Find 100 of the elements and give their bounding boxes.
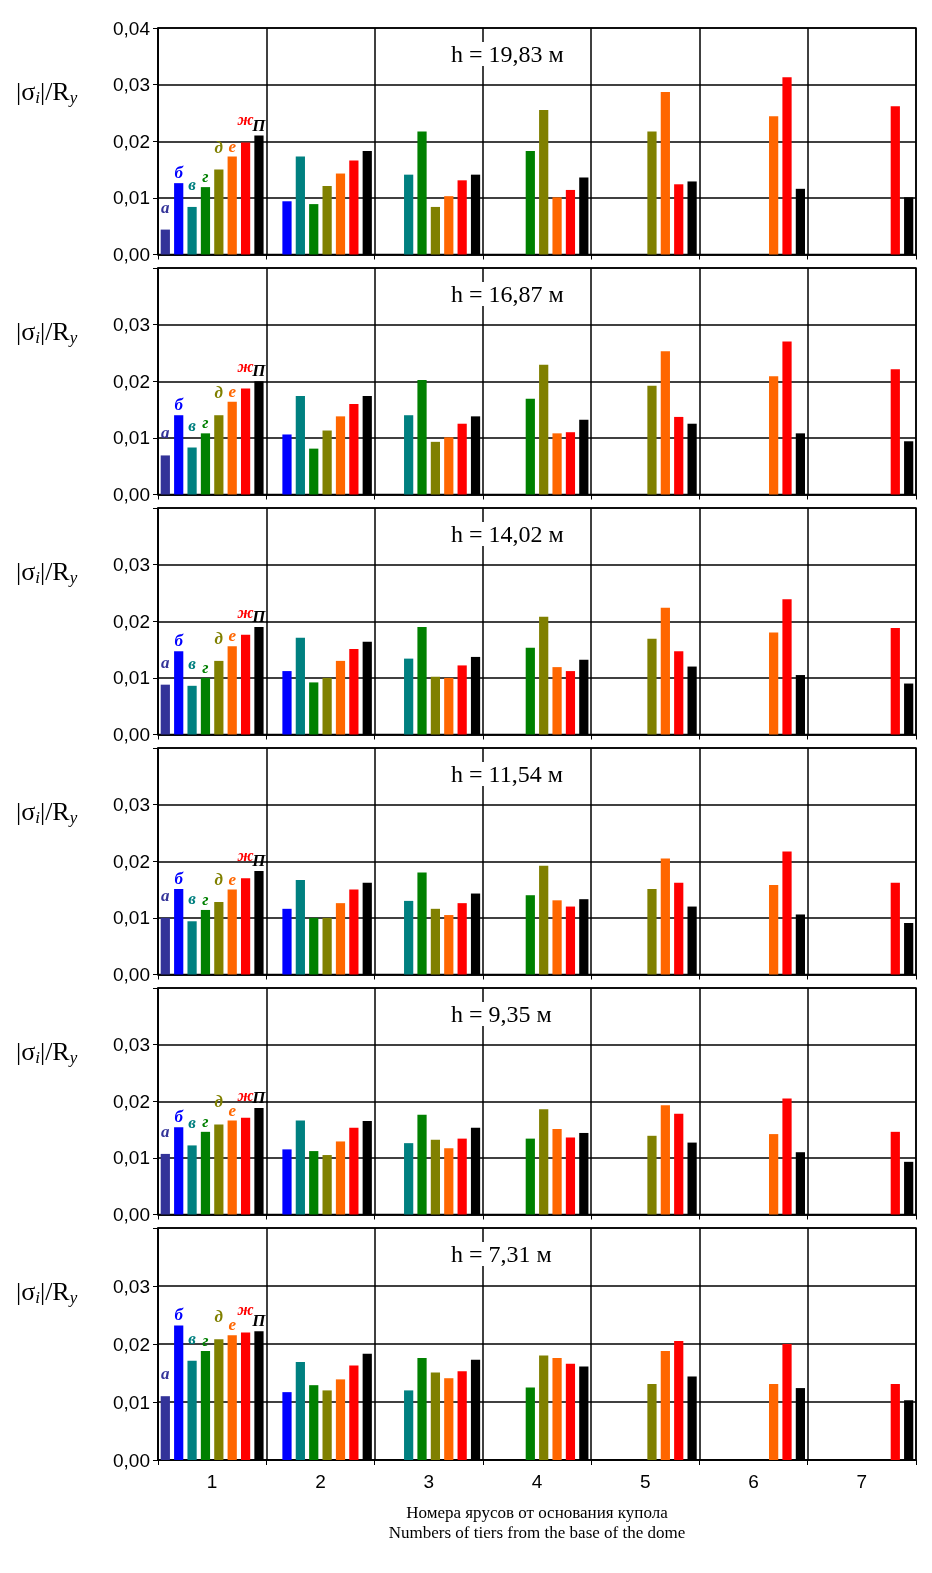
y-tick-label: 0,00	[113, 244, 150, 265]
bar	[349, 403, 359, 495]
bar	[539, 110, 549, 255]
series-label: е	[228, 1100, 237, 1120]
y-tick-label: 0,03	[113, 74, 150, 96]
bar	[890, 369, 900, 495]
y-tick-label: 0,02	[113, 1090, 150, 1112]
bar	[552, 667, 562, 735]
series-label: в	[188, 174, 197, 194]
bar	[430, 908, 441, 975]
bar	[200, 677, 211, 735]
bar	[457, 1371, 467, 1460]
bar	[227, 156, 237, 255]
text: h = 9,35 м	[451, 1001, 552, 1027]
bar	[404, 174, 414, 255]
bar	[187, 1360, 197, 1460]
bar	[282, 1392, 292, 1460]
x-axis-title: Номера ярусов от основания купола Numbers of tiers from the base of the dome	[388, 1502, 686, 1542]
bar	[660, 91, 670, 255]
bar	[565, 1363, 576, 1460]
bar	[335, 1379, 346, 1460]
y-tick-label: 0,00	[113, 484, 150, 505]
text: h = 7,31 м	[451, 1241, 552, 1267]
bar	[160, 455, 170, 495]
y-tick-label: 0,00	[113, 1204, 150, 1225]
bar	[565, 671, 576, 735]
bar	[417, 1357, 427, 1460]
series-label: в	[188, 889, 197, 909]
bar	[647, 131, 657, 255]
bar	[417, 131, 427, 255]
bar	[240, 634, 251, 735]
bar	[322, 917, 332, 975]
bar	[417, 1114, 427, 1215]
bar	[335, 903, 346, 975]
bar	[295, 395, 305, 495]
bar	[647, 385, 657, 495]
bar	[282, 1149, 292, 1215]
series-label: б	[174, 163, 185, 183]
bar	[552, 900, 562, 975]
series-label: в	[188, 653, 197, 673]
bar	[565, 189, 576, 255]
bar	[240, 1117, 251, 1215]
bar	[444, 915, 454, 975]
bar	[674, 651, 684, 735]
bar	[309, 1385, 319, 1460]
bar	[214, 902, 224, 975]
series-label: г	[202, 1111, 209, 1131]
series-label: а	[161, 197, 171, 217]
y-tick-label: 0,03	[113, 1034, 150, 1056]
bar	[240, 1332, 251, 1460]
series-label: д	[214, 628, 224, 648]
bar	[309, 917, 319, 975]
series-label: г	[202, 889, 209, 909]
bar	[309, 204, 319, 255]
bar	[349, 160, 359, 255]
bar	[539, 1109, 549, 1215]
bar	[647, 1384, 657, 1460]
bar	[282, 908, 292, 975]
x-tick-label: 4	[531, 1471, 543, 1492]
bar	[309, 448, 319, 495]
bar	[890, 882, 900, 975]
x-tick-label: 3	[423, 1471, 434, 1492]
bar	[565, 432, 576, 495]
y-tick-label: 0,01	[113, 667, 150, 689]
y-tick-label: 0,03	[113, 314, 150, 336]
bar	[214, 1339, 224, 1460]
y-tick-label: 0,01	[113, 427, 150, 449]
y-tick-label: 0,00	[113, 724, 150, 745]
bar	[214, 415, 224, 495]
bar	[769, 376, 779, 495]
y-tick-label: 0,04	[113, 17, 151, 39]
bar	[227, 646, 237, 735]
bar	[160, 917, 170, 975]
bar	[769, 116, 779, 255]
bar	[349, 889, 359, 975]
x-tick-label: 5	[640, 1471, 651, 1492]
bar	[187, 1145, 197, 1215]
series-label: а	[161, 652, 171, 672]
bar	[647, 1135, 657, 1215]
bar	[349, 649, 359, 735]
bar	[214, 660, 224, 735]
bar	[525, 150, 535, 255]
series-label: г	[202, 167, 209, 187]
bar	[552, 433, 562, 495]
y-tick-label: 0,01	[113, 187, 150, 209]
bar	[769, 1134, 779, 1215]
series-label: г	[202, 413, 209, 433]
bar	[335, 1141, 346, 1215]
y-tick-label: 0,03	[113, 1275, 150, 1297]
text: h = 14,02 м	[451, 521, 564, 547]
bar	[174, 1325, 184, 1460]
bar	[890, 106, 900, 255]
series-label: г	[202, 657, 209, 677]
series-label: е	[228, 626, 237, 646]
bar	[525, 1138, 535, 1215]
bar	[890, 1131, 900, 1215]
bar	[417, 380, 427, 495]
bar	[782, 851, 792, 975]
y-tick-label: 0,02	[113, 610, 150, 632]
bar	[322, 1390, 332, 1460]
